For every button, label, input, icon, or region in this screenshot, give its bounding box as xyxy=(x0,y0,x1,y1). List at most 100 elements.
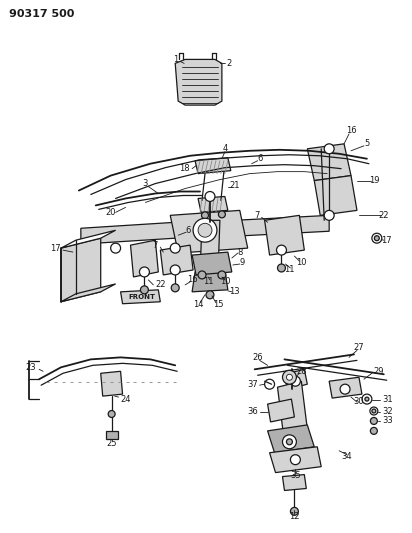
Circle shape xyxy=(324,144,334,154)
Circle shape xyxy=(139,267,150,277)
Text: 19: 19 xyxy=(369,176,379,185)
Circle shape xyxy=(218,211,225,218)
Polygon shape xyxy=(106,431,117,439)
Polygon shape xyxy=(61,230,116,248)
Text: 11: 11 xyxy=(203,277,213,286)
Circle shape xyxy=(324,211,334,220)
Text: 31: 31 xyxy=(382,394,393,403)
Polygon shape xyxy=(121,290,160,304)
Circle shape xyxy=(286,374,293,380)
Circle shape xyxy=(365,397,369,401)
Polygon shape xyxy=(192,270,228,292)
Circle shape xyxy=(290,455,300,465)
Text: 24: 24 xyxy=(121,394,131,403)
Polygon shape xyxy=(314,175,357,215)
Text: 9: 9 xyxy=(239,257,244,266)
Polygon shape xyxy=(267,399,295,422)
Text: 27: 27 xyxy=(353,343,364,352)
Circle shape xyxy=(193,219,217,242)
Text: 16: 16 xyxy=(346,126,356,135)
Text: 21: 21 xyxy=(229,181,240,190)
Circle shape xyxy=(140,286,148,294)
Circle shape xyxy=(198,223,212,237)
Circle shape xyxy=(290,376,300,386)
Circle shape xyxy=(362,394,372,404)
Text: 4: 4 xyxy=(222,144,227,154)
Circle shape xyxy=(218,271,226,279)
Circle shape xyxy=(170,265,180,275)
Circle shape xyxy=(372,233,382,243)
Polygon shape xyxy=(307,144,351,181)
Text: 35: 35 xyxy=(290,471,301,480)
Polygon shape xyxy=(200,220,220,275)
Text: 14: 14 xyxy=(193,300,203,309)
Polygon shape xyxy=(195,158,231,174)
Circle shape xyxy=(340,384,350,394)
Circle shape xyxy=(372,409,376,413)
Text: 22: 22 xyxy=(379,211,389,220)
Text: 20: 20 xyxy=(105,208,116,217)
Polygon shape xyxy=(175,59,222,105)
Circle shape xyxy=(278,264,286,272)
Polygon shape xyxy=(278,381,307,435)
Polygon shape xyxy=(284,369,307,389)
Text: 22: 22 xyxy=(155,280,166,289)
Polygon shape xyxy=(101,372,122,396)
Text: 25: 25 xyxy=(106,439,117,448)
Circle shape xyxy=(265,379,274,389)
Text: 5: 5 xyxy=(364,139,370,148)
Text: 7: 7 xyxy=(254,211,260,220)
Polygon shape xyxy=(61,238,101,302)
Text: 37: 37 xyxy=(247,379,258,389)
Polygon shape xyxy=(283,474,306,490)
Polygon shape xyxy=(329,377,362,398)
Circle shape xyxy=(370,407,378,415)
Text: 34: 34 xyxy=(342,452,352,461)
Polygon shape xyxy=(160,245,193,275)
Text: 28: 28 xyxy=(296,367,307,376)
Text: 15: 15 xyxy=(213,300,223,309)
Polygon shape xyxy=(198,197,228,212)
Text: 30: 30 xyxy=(353,397,364,406)
Circle shape xyxy=(171,284,179,292)
Circle shape xyxy=(170,243,180,253)
Text: 23: 23 xyxy=(26,363,36,372)
Text: 3: 3 xyxy=(143,179,148,188)
Text: 17: 17 xyxy=(50,244,61,253)
Text: 6: 6 xyxy=(185,226,191,235)
Text: 10: 10 xyxy=(220,277,230,286)
Text: 26: 26 xyxy=(252,353,263,362)
Polygon shape xyxy=(61,284,116,302)
Text: 36: 36 xyxy=(247,407,258,416)
Text: 11: 11 xyxy=(284,265,295,274)
Circle shape xyxy=(198,271,206,279)
Text: 2: 2 xyxy=(227,59,232,68)
Polygon shape xyxy=(192,252,232,275)
Polygon shape xyxy=(265,215,304,255)
Polygon shape xyxy=(81,222,175,244)
Text: 29: 29 xyxy=(374,367,384,376)
Text: 17: 17 xyxy=(382,236,392,245)
Circle shape xyxy=(370,427,377,434)
Text: 7: 7 xyxy=(152,240,157,249)
Text: 90317 500: 90317 500 xyxy=(9,9,75,19)
Text: 18: 18 xyxy=(180,164,190,173)
Polygon shape xyxy=(235,215,329,236)
Text: 6: 6 xyxy=(257,154,262,163)
Circle shape xyxy=(206,291,214,299)
Circle shape xyxy=(205,191,215,201)
Polygon shape xyxy=(269,447,321,473)
Text: 1: 1 xyxy=(173,55,178,64)
Circle shape xyxy=(286,439,293,445)
Circle shape xyxy=(290,507,298,515)
Text: 8: 8 xyxy=(237,248,242,256)
Circle shape xyxy=(375,236,379,241)
Polygon shape xyxy=(170,211,248,253)
Text: 13: 13 xyxy=(229,287,240,296)
Polygon shape xyxy=(267,425,314,453)
Circle shape xyxy=(111,243,121,253)
Circle shape xyxy=(201,212,208,219)
Text: 12: 12 xyxy=(289,512,300,521)
Text: 33: 33 xyxy=(382,416,393,425)
Circle shape xyxy=(283,435,296,449)
